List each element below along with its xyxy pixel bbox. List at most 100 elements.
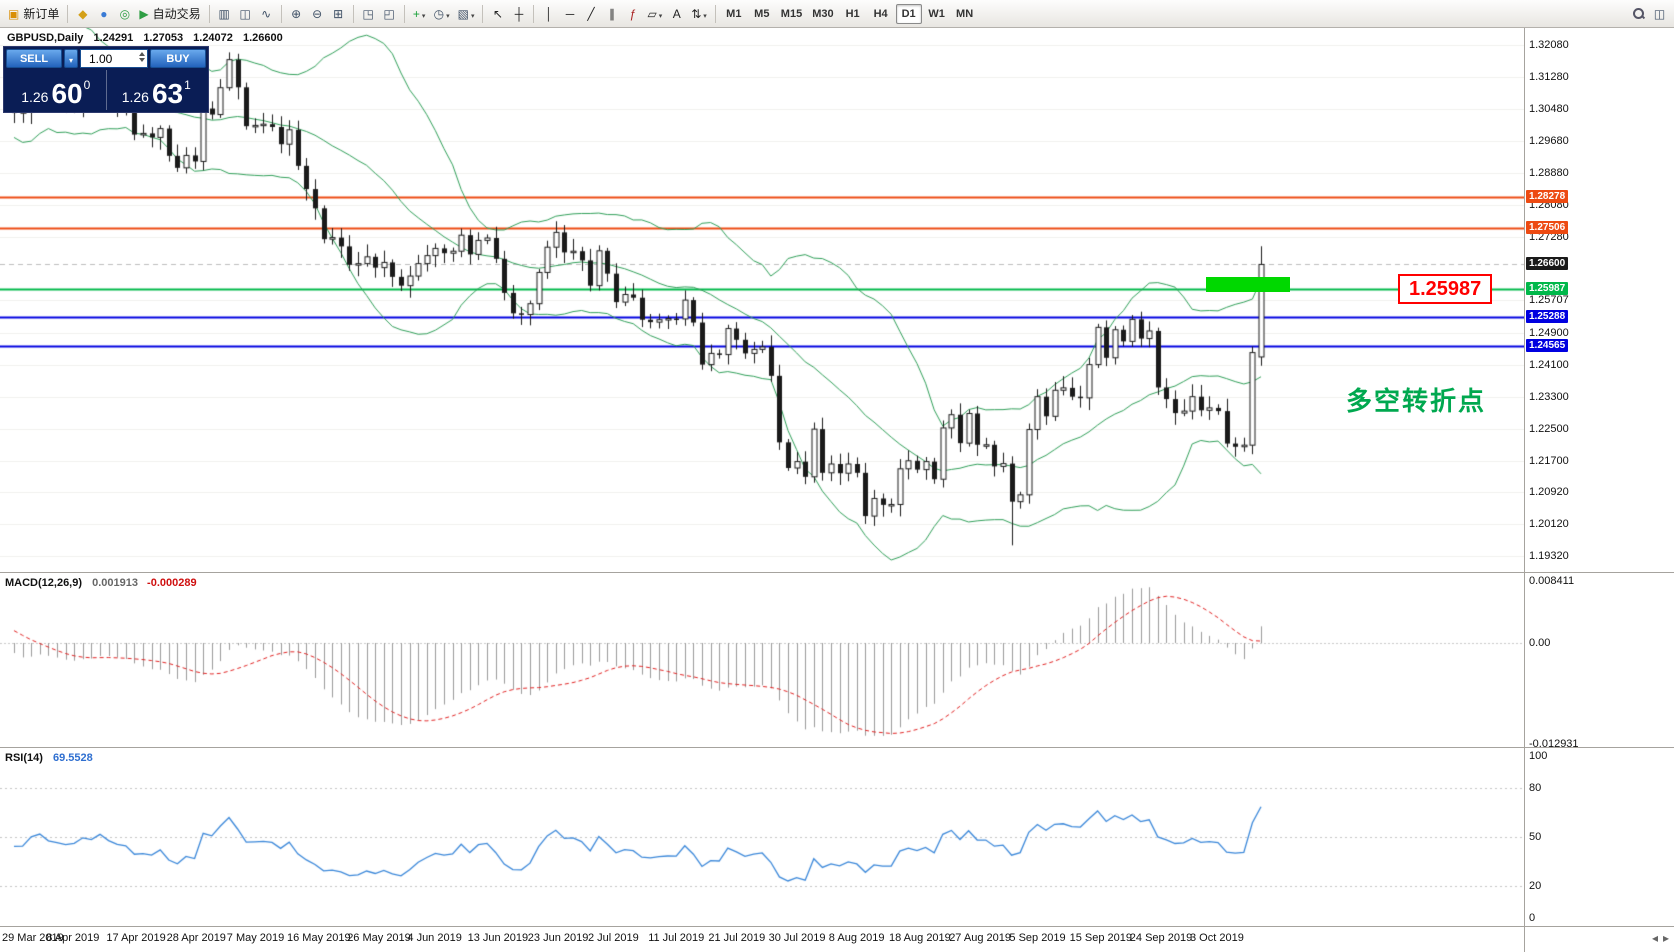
vertical-line-icon: │ — [545, 6, 553, 21]
timeframe-h1-button[interactable]: H1 — [840, 4, 866, 24]
chart-bars-button[interactable]: ▥ — [214, 3, 235, 25]
timeframe-d1-button[interactable]: D1 — [895, 3, 922, 24]
price-axis-label: 1.23300 — [1529, 390, 1569, 403]
dropdown-caret-icon — [469, 5, 475, 23]
panel-separator[interactable] — [0, 747, 1674, 748]
toolbar-label: W1 — [928, 7, 945, 20]
one-click-trading-panel: SELL 1.00 BUY 1.26 60 0 1.26 63 — [4, 47, 208, 112]
volume-input[interactable]: 1.00 — [80, 49, 148, 68]
arrange-windows-button[interactable]: ◰ — [379, 3, 400, 25]
metaquotes-icon: ◆ — [78, 6, 88, 21]
date-axis-label: 3 Oct 2019 — [1190, 932, 1244, 944]
main-chart-canvas[interactable] — [0, 28, 1524, 573]
volume-spinner[interactable] — [139, 52, 145, 62]
date-axis-label: 8 Aug 2019 — [828, 932, 885, 944]
price-axis-label: 1.28880 — [1529, 167, 1569, 180]
timeframe-w1-button[interactable]: W1 — [924, 4, 950, 24]
indicators-button[interactable]: + — [409, 3, 430, 25]
tile-windows-button[interactable]: ⊞ — [328, 3, 349, 25]
zoom-in-button[interactable]: ⊕ — [286, 3, 307, 25]
cursor-button[interactable]: ↖ — [487, 3, 508, 25]
timeframe-mn-button[interactable]: MN — [952, 4, 978, 24]
vertical-line-button[interactable]: │ — [538, 3, 559, 25]
horizontal-line-button[interactable]: ─ — [559, 3, 580, 25]
date-axis-label: 26 May 2019 — [347, 932, 411, 944]
chart-line-icon: ∿ — [261, 6, 272, 21]
fibonacci-button[interactable]: ƒ — [622, 3, 643, 25]
macd-axis-label: 0.008411 — [1529, 575, 1575, 587]
sell-price[interactable]: 1.26 60 0 — [6, 70, 106, 110]
arrows-button[interactable]: ⇅ — [687, 3, 711, 25]
sell-price-pips: 60 — [51, 78, 83, 110]
rsi-axis-label: 80 — [1529, 782, 1542, 795]
buy-button[interactable]: BUY — [150, 49, 206, 68]
metaquotes-button[interactable]: ◆ — [72, 3, 93, 25]
rsi-canvas[interactable] — [0, 748, 1524, 926]
search-button[interactable] — [1628, 3, 1649, 25]
sell-button[interactable]: SELL — [6, 49, 62, 68]
timeframe-h4-button[interactable]: H4 — [868, 4, 894, 24]
dropdown-caret-icon — [420, 5, 426, 23]
dropdown-caret-icon — [657, 5, 663, 23]
dropdown-caret-icon — [701, 5, 707, 23]
dropdown-caret-icon — [444, 5, 450, 23]
new-order-button[interactable]: ▣ 新订单 — [4, 3, 63, 25]
price-axis-label: 1.19320 — [1529, 550, 1569, 563]
buy-price-pipette: 1 — [184, 78, 191, 92]
price-axis-label: 1.24100 — [1529, 358, 1569, 371]
text-button[interactable]: A — [666, 3, 687, 25]
highlight-box[interactable] — [1206, 277, 1290, 292]
toolbar: ▣新订单 ◆ ● ◎ ▶自动交易 ▥ ◫ ∿ ⊕ ⊖ ⊞ ◳ ◰ + ◷ ▧ ↖ ┼ │ ─ ╱ ∥ ƒ ▱ A ⇅ M1 M5 M15… — [0, 0, 1674, 28]
timeframe-m1-button[interactable]: M1 — [721, 4, 747, 24]
refresh-button[interactable]: ◎ — [114, 3, 135, 25]
turning-point-annotation[interactable]: 多空转折点 — [1346, 386, 1487, 416]
magnifier-icon — [1632, 7, 1645, 20]
trendline-icon: ╱ — [587, 6, 595, 21]
buy-price[interactable]: 1.26 63 1 — [105, 70, 207, 110]
timeframe-m15-button[interactable]: M15 — [777, 4, 806, 24]
date-axis-label: 30 Jul 2019 — [768, 932, 826, 944]
periods-button[interactable]: ◷ — [430, 3, 454, 25]
text-icon: A — [672, 6, 681, 21]
chart-candles-button[interactable]: ◫ — [235, 3, 256, 25]
chart-candles-icon: ◫ — [239, 6, 251, 21]
panel-separator[interactable] — [0, 572, 1674, 573]
timeframe-m30-button[interactable]: M30 — [808, 4, 837, 24]
order-type-dropdown[interactable] — [64, 49, 78, 68]
shapes-button[interactable]: ▱ — [643, 3, 666, 25]
rsi-value: 69.5528 — [52, 752, 93, 764]
price-axis-label: 1.31280 — [1529, 70, 1569, 83]
equidistant-channel-button[interactable]: ∥ — [601, 3, 622, 25]
zoom-out-button[interactable]: ⊖ — [307, 3, 328, 25]
new-chart-window-button[interactable]: ◫ — [1649, 3, 1670, 25]
horizontal-line-icon: ─ — [565, 6, 575, 21]
trendline-button[interactable]: ╱ — [580, 3, 601, 25]
toolbar-separator — [403, 4, 405, 23]
autotrading-button[interactable]: ▶ 自动交易 — [135, 3, 204, 25]
macd-canvas[interactable] — [0, 573, 1524, 748]
crosshair-button[interactable]: ┼ — [508, 3, 529, 25]
periods-icon: ◷ — [433, 6, 445, 21]
timeframe-m5-button[interactable]: M5 — [749, 4, 775, 24]
toolbar-separator — [714, 4, 716, 23]
panel-separator — [0, 926, 1674, 927]
macd-main-value: 0.001913 — [92, 577, 138, 589]
sell-price-pipette: 0 — [83, 78, 91, 92]
toolbar-label: M1 — [726, 7, 742, 20]
toolbar-separator — [482, 4, 484, 23]
price-tag-1.25288: 1.25288 — [1526, 310, 1569, 323]
toolbar-label: M15 — [780, 7, 803, 20]
price-axis-label: 1.22500 — [1529, 422, 1569, 435]
templates-button[interactable]: ▧ — [454, 3, 479, 25]
scroll-left-icon[interactable] — [1652, 931, 1658, 945]
date-axis-icons — [1652, 931, 1669, 945]
auto-arrange-button[interactable]: ◳ — [358, 3, 379, 25]
equidistant-channel-icon: ∥ — [608, 6, 615, 21]
chart-line-button[interactable]: ∿ — [256, 3, 277, 25]
community-button[interactable]: ● — [93, 3, 114, 25]
date-axis-label: 18 Aug 2019 — [889, 932, 951, 944]
pivot-price-label[interactable]: 1.25987 — [1398, 273, 1493, 304]
scroll-right-icon[interactable] — [1663, 931, 1669, 945]
